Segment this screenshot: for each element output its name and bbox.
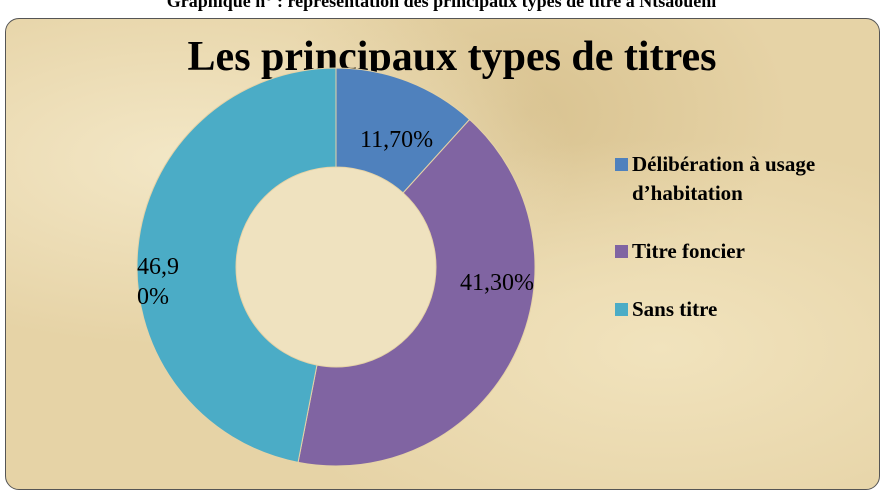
legend-swatch bbox=[615, 303, 628, 316]
legend-swatch bbox=[615, 245, 628, 258]
donut-slice bbox=[297, 118, 536, 467]
legend-label: Délibération à usage d’habitation bbox=[632, 152, 816, 205]
legend-label: Sans titre bbox=[632, 297, 718, 321]
legend-entry: Délibération à usage d’habitation bbox=[615, 150, 875, 208]
legend: Délibération à usage d’habitation Titre f… bbox=[615, 150, 875, 353]
donut-slice bbox=[136, 67, 337, 463]
caption: Graphique n° : représentation des princi… bbox=[166, 0, 717, 11]
legend-swatch bbox=[615, 158, 628, 171]
legend-entry: Titre foncier bbox=[615, 237, 875, 266]
data-label: 46,90% bbox=[137, 254, 179, 310]
data-label: 11,70% bbox=[360, 127, 434, 153]
data-label: 41,30% bbox=[460, 270, 534, 296]
legend-entry: Sans titre bbox=[615, 295, 875, 324]
donut-hole bbox=[236, 167, 436, 367]
chart-title: Les principaux types de titres bbox=[188, 34, 717, 80]
legend-label: Titre foncier bbox=[632, 239, 745, 263]
